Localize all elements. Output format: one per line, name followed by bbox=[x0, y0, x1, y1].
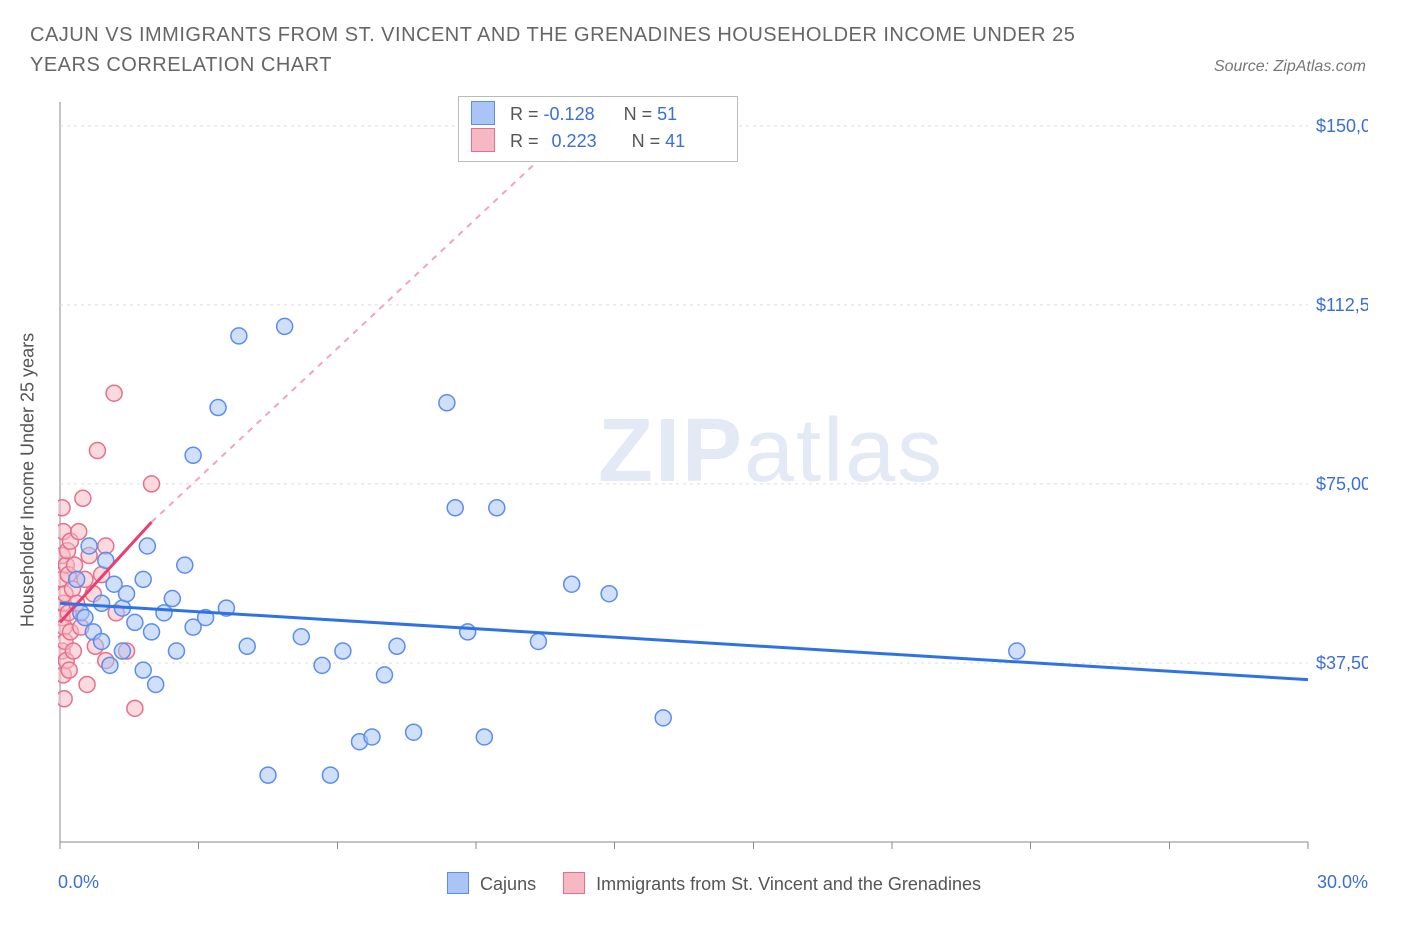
svg-text:$75,000: $75,000 bbox=[1316, 474, 1368, 494]
stat-swatch-svg bbox=[471, 128, 495, 152]
n-label: N = bbox=[632, 131, 661, 151]
stat-box: R = -0.128 N = 51 R = 0.223 N = 41 bbox=[458, 96, 738, 162]
legend-swatch-cajuns bbox=[447, 872, 469, 894]
n-label: N = bbox=[624, 104, 653, 124]
stat-row-svg: R = 0.223 N = 41 bbox=[471, 128, 725, 155]
source-label: Source: ZipAtlas.com bbox=[1214, 58, 1366, 76]
stat-row-cajuns: R = -0.128 N = 51 bbox=[471, 101, 725, 128]
svg-text:$112,500: $112,500 bbox=[1316, 295, 1368, 315]
r-value-svg: 0.223 bbox=[544, 128, 612, 155]
legend-label-svg: Immigrants from St. Vincent and the Gren… bbox=[596, 874, 981, 894]
scatter-plot-svg: $37,500 $75,000 $112,500 $150,000 bbox=[58, 100, 1368, 860]
plot-area: Householder Income Under 25 years $37,50… bbox=[58, 100, 1368, 860]
svg-text:$150,000: $150,000 bbox=[1316, 116, 1368, 136]
svg-text:$37,500: $37,500 bbox=[1316, 653, 1368, 673]
r-value-cajuns: -0.128 bbox=[544, 101, 604, 128]
r-label: R = bbox=[510, 104, 539, 124]
legend-label-cajuns: Cajuns bbox=[480, 874, 536, 894]
chart-container: CAJUN VS IMMIGRANTS FROM ST. VINCENT AND… bbox=[0, 0, 1406, 930]
bottom-legend: Cajuns Immigrants from St. Vincent and t… bbox=[0, 872, 1406, 895]
r-label: R = bbox=[510, 131, 539, 151]
chart-title: CAJUN VS IMMIGRANTS FROM ST. VINCENT AND… bbox=[30, 20, 1130, 80]
stat-swatch-cajuns bbox=[471, 101, 495, 125]
legend-swatch-svg bbox=[563, 872, 585, 894]
y-axis-label: Householder Income Under 25 years bbox=[18, 333, 39, 627]
n-value-svg: 41 bbox=[665, 128, 725, 155]
n-value-cajuns: 51 bbox=[657, 101, 717, 128]
